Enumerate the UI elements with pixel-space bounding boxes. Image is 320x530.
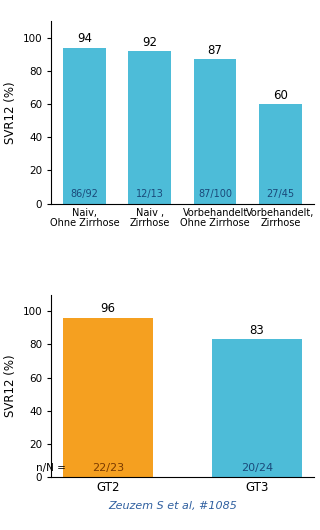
Bar	[194, 59, 236, 204]
Text: 87/100: 87/100	[198, 189, 232, 199]
Bar	[259, 104, 302, 204]
Text: 87: 87	[208, 44, 222, 57]
Text: 96: 96	[100, 303, 115, 315]
Bar	[63, 318, 153, 477]
Y-axis label: SVR12 (%): SVR12 (%)	[4, 355, 17, 417]
Y-axis label: SVR12 (%): SVR12 (%)	[4, 81, 17, 144]
Text: 83: 83	[250, 324, 264, 337]
Text: 92: 92	[142, 36, 157, 49]
Text: Zeuzem S et al, #1085: Zeuzem S et al, #1085	[108, 501, 237, 511]
Text: 60: 60	[273, 89, 288, 102]
Text: 12/13: 12/13	[136, 189, 164, 199]
Text: 94: 94	[77, 32, 92, 45]
Text: 20/24: 20/24	[241, 463, 273, 473]
Text: 27/45: 27/45	[266, 189, 294, 199]
Bar	[129, 51, 171, 204]
Text: n/N =: n/N =	[36, 463, 66, 473]
Text: 86/92: 86/92	[70, 189, 98, 199]
Bar	[63, 48, 106, 204]
Bar	[212, 339, 302, 477]
Text: 22/23: 22/23	[92, 463, 124, 473]
